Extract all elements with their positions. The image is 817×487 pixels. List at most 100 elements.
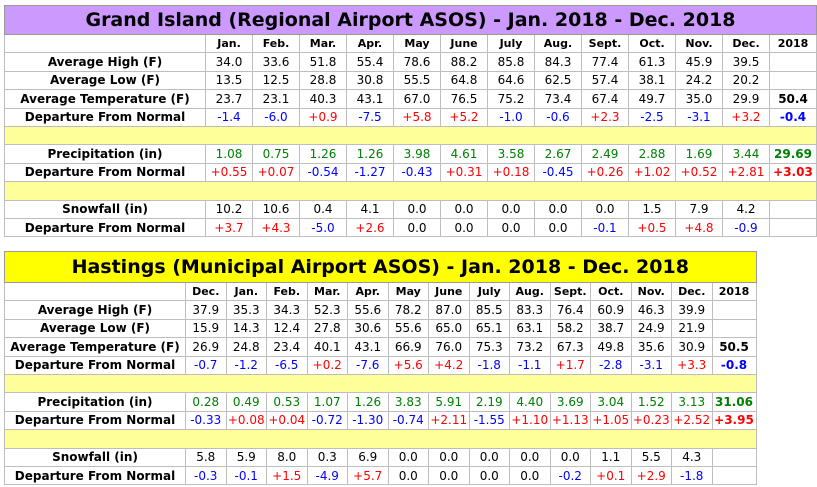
data-cell: 0.0: [393, 217, 441, 238]
month-header: Aug.: [534, 33, 582, 54]
table-row: Snowfall (in) 5.8 5.9 8.0 0.3 6.9 0.0 0.0 0.0 0.0…: [4, 447, 757, 467]
table-title: Hastings (Municipal Airport ASOS) - Jan.…: [4, 251, 757, 283]
data-cell: 14.3: [225, 318, 267, 339]
data-cell: +2.9: [630, 465, 672, 486]
month-header: 2018: [711, 281, 757, 302]
data-cell: -1.0: [487, 107, 535, 127]
data-cell: 10.6: [252, 199, 300, 219]
data-cell: 0.0: [487, 217, 535, 238]
data-cell: +0.9: [299, 107, 347, 127]
data-cell: 65.0: [428, 318, 470, 339]
data-cell: 28.8: [299, 70, 347, 91]
data-cell: 64.8: [440, 70, 488, 91]
data-cell: 0.75: [252, 144, 300, 164]
data-cell: 78.2: [387, 300, 429, 320]
data-cell: 20.2: [722, 70, 770, 91]
data-cell: 55.6: [347, 300, 389, 320]
data-cell: +5.8: [393, 107, 441, 127]
data-cell: 29.69: [769, 144, 817, 164]
data-cell: [711, 447, 757, 467]
data-cell: +0.52: [675, 162, 723, 183]
month-header: Sept.: [581, 33, 629, 54]
data-cell: 8.0: [266, 447, 308, 467]
data-cell: 60.9: [590, 300, 632, 320]
data-cell: 40.1: [306, 337, 348, 357]
table-row: Average Temperature (F) 26.9 24.8 23.4 40.1 4…: [4, 337, 757, 357]
data-cell: 84.3: [534, 52, 582, 72]
table-row: Departure From Normal +3.7 +4.3 -5.0 +2.6 0.0…: [4, 217, 817, 238]
data-cell: 24.8: [225, 337, 267, 357]
table-row: Departure From Normal -0.33 +0.08 +0.04 -0.7…: [4, 410, 757, 431]
data-cell: -2.8: [590, 355, 632, 375]
table-row: Departure From Normal +0.55 +0.07 -0.54 -1.2…: [4, 162, 817, 183]
row-label: Average Temperature (F): [4, 337, 186, 357]
data-cell: 4.40: [509, 392, 551, 412]
data-cell: -1.2: [225, 355, 267, 375]
data-cell: 50.5: [711, 337, 757, 357]
data-cell: 1.26: [299, 144, 347, 164]
data-cell: -4.9: [306, 465, 348, 486]
data-cell: +0.04: [266, 410, 308, 431]
climate-table-2: Hastings (Municipal Airport ASOS) - Jan.…: [4, 251, 757, 486]
data-cell: -0.8: [711, 355, 757, 375]
data-cell: +0.55: [205, 162, 253, 183]
data-cell: [711, 465, 757, 486]
data-cell: 1.26: [347, 392, 389, 412]
data-cell: 76.4: [549, 300, 591, 320]
month-header: June: [428, 281, 470, 302]
data-cell: 12.5: [252, 70, 300, 91]
data-cell: 50.4: [769, 89, 817, 109]
data-cell: 52.3: [306, 300, 348, 320]
month-header: Nov.: [630, 281, 672, 302]
data-cell: 0.0: [428, 447, 470, 467]
data-cell: 0.0: [440, 217, 488, 238]
data-cell: -0.33: [185, 410, 227, 431]
data-cell: 83.3: [509, 300, 551, 320]
header-blank: [4, 33, 206, 54]
data-cell: +3.3: [671, 355, 713, 375]
data-cell: 1.69: [675, 144, 723, 164]
data-cell: +4.8: [675, 217, 723, 238]
data-cell: 30.6: [347, 318, 389, 339]
table-title: Grand Island (Regional Airport ASOS) - J…: [4, 5, 817, 35]
data-cell: 4.3: [671, 447, 713, 467]
data-cell: +2.11: [428, 410, 470, 431]
row-label: Departure From Normal: [4, 410, 186, 431]
data-cell: +2.52: [671, 410, 713, 431]
data-cell: 39.9: [671, 300, 713, 320]
data-cell: -0.54: [299, 162, 347, 183]
data-cell: -0.7: [185, 355, 227, 375]
data-cell: 66.9: [387, 337, 429, 357]
data-cell: 35.6: [630, 337, 672, 357]
data-cell: 34.3: [266, 300, 308, 320]
data-cell: 1.07: [306, 392, 348, 412]
data-cell: 23.1: [252, 89, 300, 109]
data-cell: 29.9: [722, 89, 770, 109]
row-label: Precipitation (in): [4, 144, 206, 164]
data-cell: 67.4: [581, 89, 629, 109]
data-cell: 35.3: [225, 300, 267, 320]
month-header: Jan.: [205, 33, 253, 54]
data-cell: 75.2: [487, 89, 535, 109]
month-header: Apr.: [346, 33, 394, 54]
spacer-row: [4, 125, 817, 146]
row-label: Departure From Normal: [4, 107, 206, 127]
table-row: Average Low (F) 15.9 14.3 12.4 27.8 30.6 55.6 6…: [4, 318, 757, 339]
data-cell: 38.1: [628, 70, 676, 91]
data-cell: 67.0: [393, 89, 441, 109]
data-cell: 7.9: [675, 199, 723, 219]
table-row: Average High (F) 37.9 35.3 34.3 52.3 55.6 78.2…: [4, 300, 757, 320]
data-cell: 5.9: [225, 447, 267, 467]
data-cell: 0.3: [306, 447, 348, 467]
data-cell: -1.8: [468, 355, 510, 375]
data-cell: 3.69: [549, 392, 591, 412]
month-header: Dec.: [722, 33, 770, 54]
data-cell: +5.6: [387, 355, 429, 375]
data-cell: +1.02: [628, 162, 676, 183]
data-cell: 0.53: [266, 392, 308, 412]
data-cell: [711, 300, 757, 320]
data-cell: 49.7: [628, 89, 676, 109]
data-cell: +4.3: [252, 217, 300, 238]
data-cell: 1.52: [630, 392, 672, 412]
month-header: Mar.: [299, 33, 347, 54]
